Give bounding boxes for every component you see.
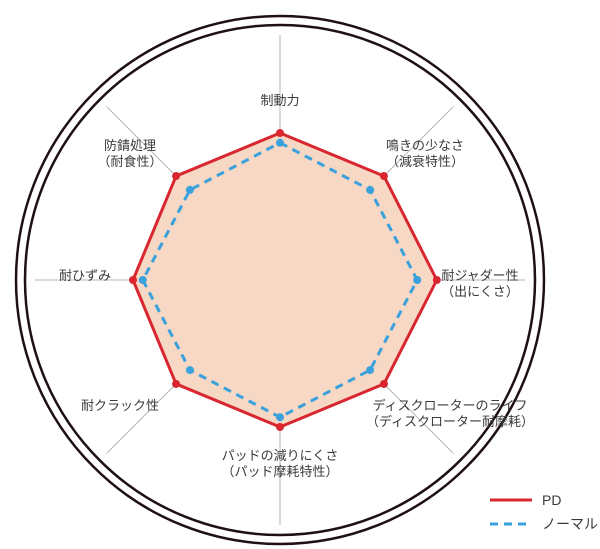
- series-pd-marker: [276, 129, 284, 137]
- radar-chart: 制動力鳴きの少なさ（減衰特性） 耐ジャダー性（出にくさ） ディスクローターのライフ（…: [0, 0, 600, 549]
- axis-label: 制動力: [260, 93, 299, 108]
- series-pd-marker: [380, 172, 388, 180]
- series-pd-marker: [380, 380, 388, 388]
- legend-label: ノーマル: [542, 516, 598, 532]
- series-normal-marker: [413, 276, 421, 284]
- series-pd-marker: [433, 276, 441, 284]
- series-normal-marker: [186, 366, 194, 374]
- axis-label: 耐クラック性: [81, 398, 159, 413]
- series-pd-marker: [172, 172, 180, 180]
- series-normal-marker: [366, 186, 374, 194]
- axis-label: 耐ジャダー性（出にくさ）: [441, 268, 519, 299]
- axis-label: 防錆処理（耐食性）: [97, 138, 162, 169]
- axis-label: 耐ひずみ: [59, 268, 111, 283]
- axis-label: パッドの減りにくさ（パッド摩耗特性）: [221, 448, 338, 479]
- series-pd-marker: [129, 276, 137, 284]
- series-normal-marker: [276, 413, 284, 421]
- legend-label: PD: [542, 492, 561, 508]
- axis-label: ディスクローターのライフ（ディスクローター耐摩耗）: [366, 398, 534, 429]
- series-pd-marker: [172, 380, 180, 388]
- series-normal-marker: [139, 276, 147, 284]
- series-normal-marker: [186, 186, 194, 194]
- radar-svg: 制動力鳴きの少なさ（減衰特性） 耐ジャダー性（出にくさ） ディスクローターのライフ（…: [0, 0, 600, 549]
- series-normal-marker: [366, 366, 374, 374]
- series-normal-marker: [276, 139, 284, 147]
- series-pd-marker: [276, 423, 284, 431]
- axis-label: 鳴きの少なさ（減衰特性）: [386, 138, 464, 169]
